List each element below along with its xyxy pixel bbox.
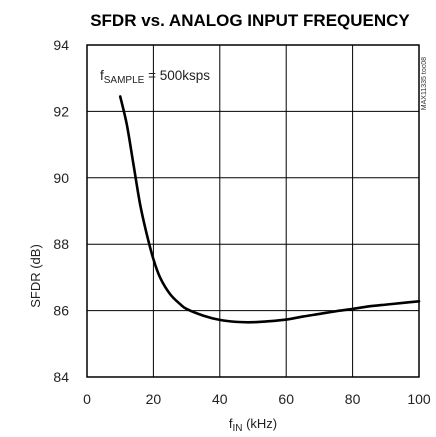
- x-tick-label: 0: [83, 391, 91, 407]
- x-tick-label: 60: [278, 391, 294, 407]
- x-tick-label: 40: [212, 391, 228, 407]
- plot-frame: [86, 44, 420, 378]
- chart-title: SFDR vs. ANALOG INPUT FREQUENCY: [90, 11, 410, 30]
- x-tick-label: 80: [345, 391, 361, 407]
- y-tick-label: 92: [53, 103, 69, 119]
- y-tick-labels: 84 86 88 90 92 94: [53, 37, 69, 385]
- series-line: [118, 95, 421, 324]
- x-tick-labels: 0 20 40 60 80 100: [83, 391, 431, 407]
- y-tick-label: 90: [53, 170, 69, 186]
- y-axis-label: SFDR (dB): [28, 244, 43, 308]
- figure-code: MAX11335 toc08: [421, 57, 428, 110]
- x-tick-label: 20: [146, 391, 162, 407]
- x-axis-label: fIN (kHz): [229, 416, 277, 434]
- annotation: fSAMPLE = 500ksps: [100, 68, 210, 86]
- y-tick-label: 86: [53, 303, 69, 319]
- y-tick-label: 84: [53, 369, 69, 385]
- x-tick-label: 100: [407, 391, 431, 407]
- grid: [87, 45, 419, 377]
- y-tick-label: 88: [53, 236, 69, 252]
- y-tick-label: 94: [53, 37, 69, 53]
